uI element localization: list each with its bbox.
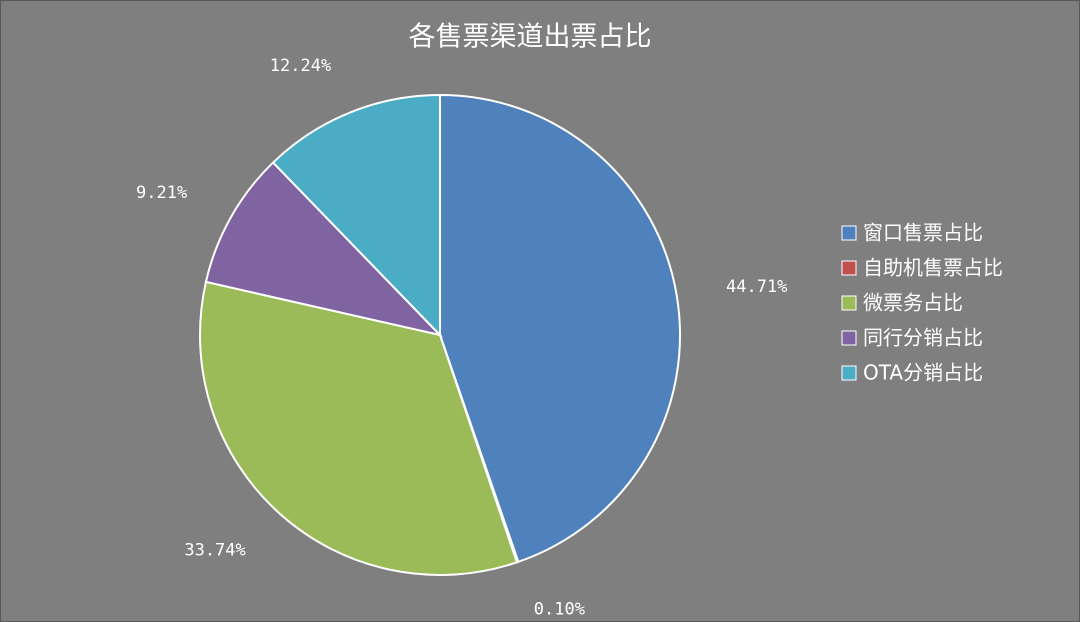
legend-label: 自助机售票占比 <box>863 256 1003 280</box>
legend-swatch <box>841 295 857 311</box>
data-label: 12.24% <box>270 56 331 76</box>
pie-slice <box>271 93 441 338</box>
chart-title: 各售票渠道出票占比 <box>409 22 652 53</box>
data-label: 9.21% <box>136 183 187 203</box>
data-label: 0.10% <box>534 599 585 619</box>
legend-swatch <box>841 330 857 346</box>
legend-label: OTA分销占比 <box>863 361 983 385</box>
legend-swatch <box>841 365 857 381</box>
legend-label: 同行分销占比 <box>863 326 983 350</box>
pie-slice <box>439 93 681 564</box>
legend-label: 微票务占比 <box>863 291 963 315</box>
legend-swatch <box>841 225 857 241</box>
pie-slice <box>199 280 519 576</box>
legend-swatch <box>841 260 857 276</box>
legend-label: 窗口售票占比 <box>863 221 983 245</box>
pie-slice <box>204 161 444 337</box>
data-label: 33.74% <box>184 540 245 560</box>
data-label: 44.71% <box>726 277 787 297</box>
